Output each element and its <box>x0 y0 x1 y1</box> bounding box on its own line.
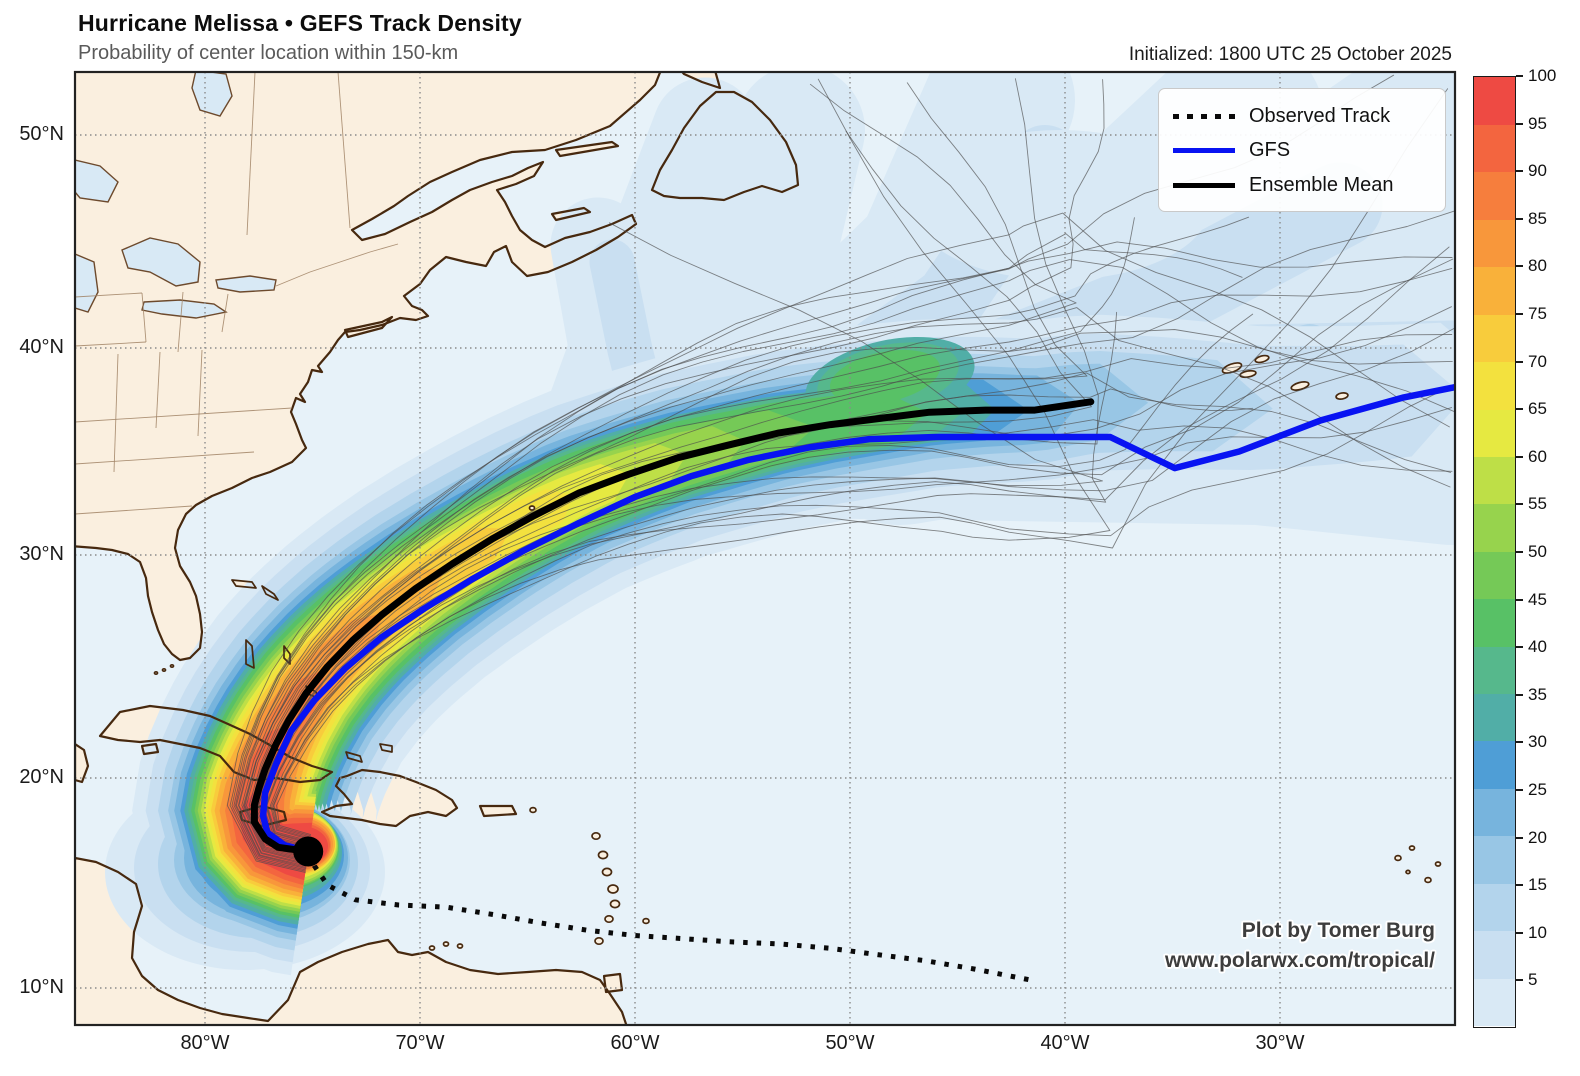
colorbar-tick-label: 40 <box>1528 637 1547 657</box>
colorbar-tick-label: 30 <box>1528 732 1547 752</box>
colorbar-tick <box>1516 598 1523 601</box>
colorbar-tick <box>1516 741 1523 744</box>
gridlines <box>75 72 1455 1025</box>
colorbar-tick <box>1516 75 1523 77</box>
attribution-line2: www.polarwx.com/tropical/ <box>1165 949 1435 972</box>
colorbar-tick <box>1516 551 1523 553</box>
attribution: Plot by Tomer Burg www.polarwx.com/tropi… <box>1165 916 1435 976</box>
colorbar-segment <box>1474 456 1515 505</box>
colorbar-segment <box>1474 503 1515 552</box>
legend-box: Observed Track GFS Ensemble Mean <box>1158 88 1446 212</box>
gfs-track <box>259 384 1455 855</box>
colorbar-tick-label: 15 <box>1528 875 1547 895</box>
observed-track <box>305 850 1029 983</box>
colorbar-tick-label: 25 <box>1528 780 1547 799</box>
legend-swatch-solid-blue <box>1173 148 1235 154</box>
colorbar-tick-label: 70 <box>1528 351 1547 371</box>
colorbar-tick-label: 65 <box>1528 399 1547 419</box>
page-title: Hurricane Melissa • GEFS Track Density <box>78 10 522 36</box>
legend-item-2: Ensemble Mean <box>1173 169 1445 203</box>
colorbar-tick-label: 20 <box>1528 827 1547 847</box>
colorbar <box>1473 76 1516 1028</box>
colorbar-tick <box>1516 931 1523 934</box>
colorbar-tick <box>1516 646 1523 649</box>
colorbar-tick-label: 80 <box>1528 256 1547 276</box>
x-axis-label: 60°W <box>610 1032 660 1054</box>
x-axis-label: 70°W <box>395 1032 445 1054</box>
x-axis-label: 40°W <box>1040 1032 1090 1054</box>
colorbar-tick <box>1516 122 1523 125</box>
y-axis-label: 40°N <box>19 336 64 358</box>
colorbar-tick-label: 5 <box>1528 970 1538 990</box>
colorbar-segment <box>1474 788 1515 837</box>
colorbar-segment <box>1474 219 1515 268</box>
colorbar-segment <box>1474 835 1515 884</box>
legend-item-1: GFS <box>1173 134 1445 168</box>
ensemble-mean-track <box>250 398 1095 855</box>
colorbar-tick-label: 95 <box>1528 113 1547 133</box>
y-axis-label: 10°N <box>19 976 64 998</box>
colorbar-tick-label: 90 <box>1528 161 1547 181</box>
colorbar-segment <box>1474 883 1515 932</box>
colorbar-tick-label: 10 <box>1528 922 1547 942</box>
colorbar-tick-label: 50 <box>1528 542 1547 561</box>
colorbar-tick <box>1516 170 1523 173</box>
colorbar-tick-label: 85 <box>1528 208 1547 228</box>
legend-label: GFS <box>1249 139 1291 162</box>
basemap-lakes <box>75 72 276 318</box>
x-axis-label: 80°W <box>180 1032 230 1054</box>
colorbar-tick <box>1516 979 1523 982</box>
legend-label: Observed Track <box>1249 104 1391 127</box>
colorbar-tick-label: 75 <box>1528 304 1547 323</box>
colorbar-tick-label: 60 <box>1528 446 1547 466</box>
colorbar-segment <box>1474 551 1515 600</box>
colorbar-tick <box>1516 265 1523 268</box>
colorbar-segment <box>1474 171 1515 220</box>
colorbar-tick <box>1516 217 1523 220</box>
page-subtitle: Probability of center location within 15… <box>78 42 459 64</box>
legend-swatch-solid-black <box>1173 183 1235 189</box>
colorbar-tick <box>1516 836 1523 839</box>
colorbar-segment <box>1474 930 1515 979</box>
colorbar-segment <box>1474 977 1515 1026</box>
colorbar-segment <box>1474 314 1515 363</box>
colorbar-segment <box>1474 77 1515 126</box>
colorbar-tick-label: 35 <box>1528 684 1547 704</box>
colorbar-tick <box>1516 408 1523 411</box>
attribution-line1: Plot by Tomer Burg <box>1241 919 1435 942</box>
y-axis-label: 30°N <box>19 543 64 565</box>
colorbar-tick-label: 55 <box>1528 494 1547 514</box>
legend-item-0: Observed Track <box>1173 99 1445 133</box>
colorbar-segment <box>1474 408 1515 457</box>
colorbar-tick <box>1516 503 1523 506</box>
colorbar-segment <box>1474 646 1515 695</box>
legend-label: Ensemble Mean <box>1249 174 1394 197</box>
x-axis-label: 30°W <box>1255 1032 1305 1054</box>
storm-marker <box>293 836 324 867</box>
x-axis-label: 50°W <box>825 1032 875 1054</box>
colorbar-tick-label: 100 <box>1528 66 1557 85</box>
colorbar-segment <box>1474 598 1515 647</box>
y-axis-label: 50°N <box>19 123 64 145</box>
basemap-coastlines <box>75 72 1442 1025</box>
colorbar-segment <box>1474 361 1515 410</box>
colorbar-tick <box>1516 693 1523 696</box>
colorbar-segment <box>1474 693 1515 742</box>
colorbar-segment <box>1474 740 1515 789</box>
y-axis-label: 20°N <box>19 766 64 788</box>
colorbar-segment <box>1474 124 1515 173</box>
colorbar-segment <box>1474 266 1515 315</box>
init-time-label: Initialized: 1800 UTC 25 October 2025 <box>1128 44 1452 65</box>
colorbar-tick <box>1516 313 1523 315</box>
colorbar-tick <box>1516 884 1523 887</box>
colorbar-tick <box>1516 789 1523 791</box>
legend-swatch-dotted-black <box>1173 113 1235 119</box>
colorbar-tick <box>1516 360 1523 363</box>
plot-border <box>73 70 1457 1027</box>
colorbar-tick <box>1516 455 1523 458</box>
colorbar-tick-label: 45 <box>1528 589 1547 609</box>
